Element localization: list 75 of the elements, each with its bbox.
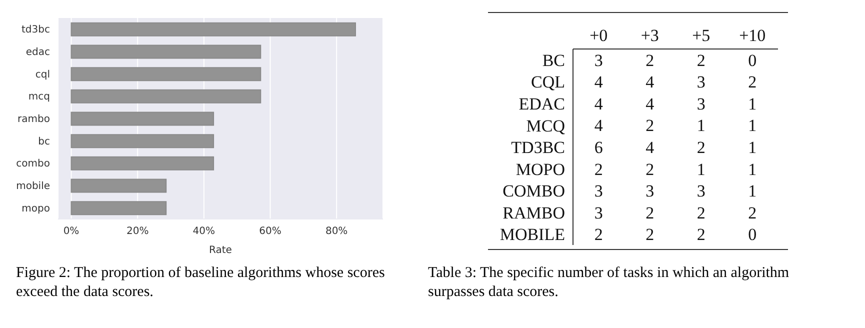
y-tick-label: COMBO <box>502 182 565 201</box>
data-label: 2 <box>594 160 603 179</box>
data-label: 6 <box>594 138 603 157</box>
bar <box>70 201 167 216</box>
data-label: 2 <box>594 225 603 244</box>
bar <box>70 178 167 193</box>
bar <box>70 89 262 104</box>
caption: Figure 2: The proportion of baseline algorithms whose scores exceed the data scores. <box>16 264 386 302</box>
data-label: 3 <box>696 72 706 92</box>
y-tick-label: mcq <box>28 92 50 103</box>
data-label: 2 <box>748 203 757 222</box>
y-tick-label: bc <box>38 136 50 148</box>
y-tick-label: RAMBO <box>502 203 565 222</box>
data-label: 2 <box>748 72 757 92</box>
data-label: 3 <box>646 182 654 201</box>
x-tick-label: +10 <box>739 26 766 45</box>
data-label: 1 <box>696 116 706 136</box>
x-axis-title: Rate <box>209 245 232 256</box>
y-tick-label: MCQ <box>526 116 565 136</box>
x-tick-label: 60% <box>259 226 282 238</box>
data-label: 3 <box>594 50 603 70</box>
data-label: 1 <box>748 160 757 179</box>
data-label: 0 <box>748 225 757 244</box>
y-tick-label: TD3BC <box>511 138 565 158</box>
data-label: 2 <box>646 160 654 179</box>
bar <box>70 156 214 170</box>
data-label: 1 <box>696 160 706 179</box>
data-label: 4 <box>594 94 604 114</box>
bar <box>70 67 262 82</box>
data-label: 3 <box>696 94 706 114</box>
data-label: 2 <box>646 203 654 222</box>
caption: Table 3: The specific number of tasks in which an algorithm surpasses data scores. <box>428 264 790 302</box>
x-tick-label: +0 <box>590 26 608 45</box>
y-tick-label: td3bc <box>22 24 50 36</box>
data-label: 2 <box>696 138 706 157</box>
bar <box>70 112 214 126</box>
data-label: 4 <box>646 72 655 92</box>
data-label: 2 <box>696 225 706 244</box>
bar <box>70 44 262 59</box>
x-tick-label: 80% <box>325 226 348 238</box>
data-label: 2 <box>646 50 654 70</box>
y-tick-label: CQL <box>531 72 565 92</box>
data-label: 1 <box>748 182 757 201</box>
y-tick-label: combo <box>16 158 50 170</box>
y-tick-label: cql <box>35 69 50 80</box>
data-label: 1 <box>748 138 757 157</box>
data-label: 3 <box>594 182 603 201</box>
x-tick-label: +5 <box>692 26 710 45</box>
data-label: 0 <box>748 50 757 70</box>
bar <box>70 22 356 36</box>
data-label: 4 <box>594 116 604 136</box>
y-tick-label: edac <box>26 47 50 58</box>
x-tick-label: +3 <box>640 26 659 45</box>
x-tick-label: 40% <box>192 226 216 238</box>
y-tick-label: mobile <box>16 181 50 192</box>
data-label: 2 <box>696 203 706 222</box>
data-label: 3 <box>696 182 706 201</box>
y-tick-label: MOPO <box>516 160 565 179</box>
data-label: 4 <box>646 138 655 157</box>
y-tick-label: BC <box>542 50 565 70</box>
y-tick-label: mopo <box>22 203 50 214</box>
data-label: 4 <box>594 72 604 92</box>
data-label: 1 <box>748 94 757 114</box>
x-tick-label: 20% <box>126 226 149 238</box>
bar <box>70 134 214 148</box>
y-tick-label: MOBILE <box>500 225 565 244</box>
data-label: 2 <box>696 50 706 70</box>
data-label: 2 <box>646 116 654 136</box>
x-tick-label: 0% <box>63 226 80 238</box>
data-label: 1 <box>748 116 757 136</box>
y-tick-label: rambo <box>18 114 50 126</box>
data-label: 2 <box>646 225 654 244</box>
data-label: 4 <box>646 94 655 114</box>
data-label: 3 <box>594 203 603 222</box>
y-tick-label: EDAC <box>518 94 565 114</box>
